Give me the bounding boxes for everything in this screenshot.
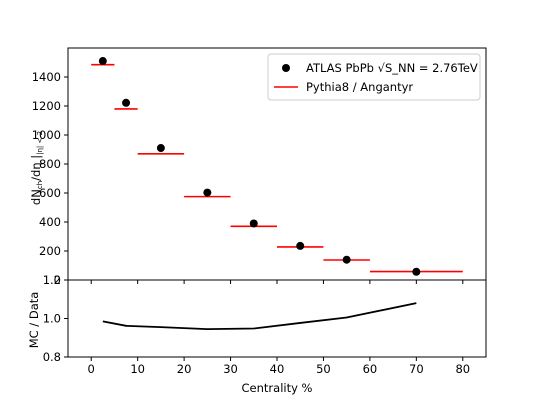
top-y-tick-label: 200 xyxy=(39,244,61,258)
atlas-data-point xyxy=(249,219,258,228)
bottom-x-tick-label: 0 xyxy=(88,362,95,376)
atlas-data-point xyxy=(98,57,107,66)
legend-pythia-label: Pythia8 / Angantyr xyxy=(306,80,413,94)
bottom-y-tick-label: 0.8 xyxy=(43,350,61,364)
atlas-data-point xyxy=(203,188,212,197)
atlas-data-point xyxy=(296,241,305,250)
atlas-data-point xyxy=(122,98,131,107)
bottom-y-tick-label: 1.0 xyxy=(43,312,61,326)
top-y-tick-label: 800 xyxy=(39,157,61,171)
top-y-tick-label: 1200 xyxy=(32,99,61,113)
atlas-data-point xyxy=(412,267,421,276)
top-y-axis-label: dNch/dη ||η| < 2 xyxy=(29,131,44,205)
bottom-x-tick-label: 70 xyxy=(409,362,424,376)
bottom-x-tick-label: 10 xyxy=(130,362,145,376)
bottom-plot-frame xyxy=(67,279,487,358)
top-y-tick-label: 1000 xyxy=(32,128,61,142)
legend-box xyxy=(267,53,481,101)
bottom-x-tick-label: 80 xyxy=(455,362,470,376)
bottom-x-tick-label: 50 xyxy=(316,362,331,376)
bottom-x-tick-label: 40 xyxy=(270,362,285,376)
bottom-y-tick-label: 1.2 xyxy=(43,273,61,287)
top-y-tick-label: 600 xyxy=(39,186,61,200)
legend-atlas-marker xyxy=(282,64,290,72)
legend: ATLAS PbPb √S_NN = 2.76TeV Pythia8 / Anga… xyxy=(267,53,481,101)
top-y-tick-label: 400 xyxy=(39,215,61,229)
bottom-y-axis-label: MC / Data xyxy=(27,292,41,349)
top-y-tick-label: 1400 xyxy=(32,70,61,84)
bottom-panel: 0.81.01.20 10 20 30 40 50 60 70 80 xyxy=(43,273,487,376)
bottom-x-tick-label: 60 xyxy=(363,362,378,376)
legend-atlas-label: ATLAS PbPb √S_NN = 2.76TeV xyxy=(306,61,478,75)
ratio-line xyxy=(102,302,417,330)
atlas-data-point xyxy=(342,255,351,264)
x-axis-label: Centrality % xyxy=(242,381,313,395)
bottom-x-tick-label: 30 xyxy=(223,362,238,376)
bottom-x-tick-label: 20 xyxy=(177,362,192,376)
atlas-data-point xyxy=(156,144,165,153)
top-y-tick-label: 0 xyxy=(54,273,61,287)
